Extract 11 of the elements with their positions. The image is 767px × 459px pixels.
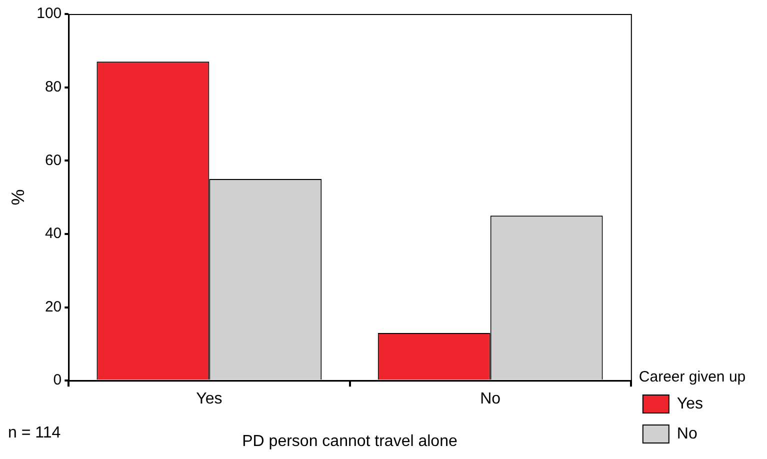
y-tick-label: 100 [36, 5, 62, 22]
y-tick-label: 80 [44, 78, 62, 96]
text: n = 114 [8, 424, 61, 442]
x-axis-title: PD person cannot travel alone [242, 432, 458, 450]
legend-label: No [676, 425, 698, 442]
y-tick-label: 40 [44, 225, 62, 242]
y-tick-label: 0 [53, 372, 62, 389]
legend-title: Career given up [638, 368, 746, 386]
y-tick-label: 20 [44, 298, 62, 316]
y-tick-label: 60 [44, 152, 62, 169]
y-axis-title: % [8, 189, 28, 206]
